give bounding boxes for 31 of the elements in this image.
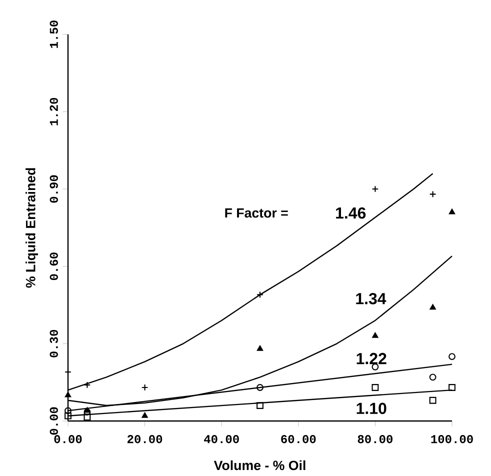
annotation: 1.22 bbox=[356, 352, 386, 364]
y-axis-title: % Liquid Entrained bbox=[26, 168, 38, 288]
y-tick-label: 0.60 bbox=[50, 252, 58, 280]
point bbox=[429, 374, 436, 381]
x-tick-label: 20.00 bbox=[128, 435, 162, 444]
annotation: 1.10 bbox=[356, 402, 386, 414]
point bbox=[64, 392, 72, 398]
point bbox=[142, 412, 148, 418]
point bbox=[448, 208, 456, 214]
point bbox=[256, 345, 264, 351]
point bbox=[430, 304, 436, 310]
point bbox=[372, 384, 379, 391]
x-tick-label: 100.00 bbox=[431, 435, 473, 444]
annotation: F Factor = bbox=[225, 208, 288, 218]
y-tick-label: 1.50 bbox=[50, 20, 58, 48]
y-tick-label: 1.20 bbox=[50, 98, 58, 126]
point bbox=[84, 414, 91, 421]
x-tick-label: 80.00 bbox=[358, 435, 393, 444]
point bbox=[372, 332, 378, 338]
x-tick-label: 40.00 bbox=[204, 435, 239, 444]
annotation: 1.34 bbox=[356, 293, 386, 304]
x-tick-label: 60.00 bbox=[281, 435, 316, 444]
x-axis-title: Volume - % Oil bbox=[214, 460, 306, 470]
point bbox=[256, 402, 264, 410]
y-tick-label: 0.90 bbox=[50, 175, 58, 203]
annotation: 1.46 bbox=[336, 207, 366, 219]
point bbox=[256, 384, 264, 391]
point bbox=[64, 412, 72, 420]
y-tick-label: 0.30 bbox=[50, 330, 58, 358]
point bbox=[429, 396, 436, 404]
point bbox=[448, 353, 456, 360]
